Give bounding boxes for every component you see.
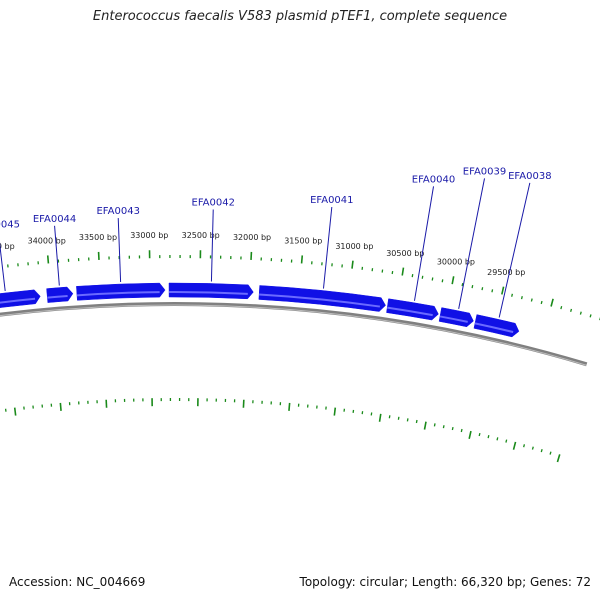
outer-tick-mark <box>441 279 444 283</box>
inner-tick-mark <box>512 441 517 450</box>
gene-arrow-highlight <box>76 291 160 297</box>
sequence-summary: Topology: circular; Length: 66,320 bp; G… <box>299 575 591 589</box>
gene-arrow <box>258 285 386 312</box>
outer-tick-mark <box>471 285 474 289</box>
gene-arrow <box>46 286 74 303</box>
inner-tick-mark <box>549 451 552 455</box>
gene-label-leader <box>413 186 435 301</box>
tick-label: 34500 bp <box>0 242 15 251</box>
tick-label: 32000 bp <box>233 233 271 242</box>
outer-tick-mark <box>300 255 304 264</box>
gene-arrow-highlight <box>387 306 433 317</box>
outer-tick-mark <box>351 260 354 269</box>
outer-tick-mark <box>491 289 494 293</box>
backbone-arc <box>0 302 588 367</box>
gene-label: EFA0040 <box>412 174 455 185</box>
gene-arrow <box>0 289 41 308</box>
inner-tick-mark <box>13 407 17 416</box>
gene-label: EFA0039 <box>463 166 506 177</box>
gene-arrow <box>473 314 520 338</box>
outer-tick-mark <box>530 298 533 302</box>
tick-label: 30500 bp <box>386 249 424 258</box>
inner-tick-mark <box>468 430 472 440</box>
gene-label: EFA0044 <box>33 214 76 225</box>
outer-tick-mark <box>46 255 50 264</box>
outer-tick-mark <box>560 306 563 310</box>
inner-tick-mark <box>415 419 418 424</box>
inner-tick-mark <box>423 421 427 430</box>
outer-tick-mark <box>461 283 464 287</box>
outer-tick-mark <box>579 311 582 315</box>
inner-tick-mark <box>505 439 508 443</box>
outer-tick-mark <box>520 296 523 300</box>
inner-tick-mark <box>540 449 543 453</box>
gene-label-leader <box>458 178 486 309</box>
plasmid-backbone <box>0 302 588 367</box>
gene-arrow-highlight <box>474 322 514 334</box>
tick-label: 34000 bp <box>28 236 66 245</box>
tick-label: 33500 bp <box>79 233 117 242</box>
inner-tick-mark <box>442 425 445 429</box>
tick-label: 31000 bp <box>335 242 373 251</box>
inner-tick-mark <box>378 413 382 422</box>
tick-label: 32500 bp <box>182 231 220 240</box>
inner-tick-mark <box>460 428 463 433</box>
gene-label-leader <box>0 242 6 291</box>
gene-label-leader <box>54 225 60 286</box>
inner-tick-mark <box>531 446 534 450</box>
outer-tick-mark <box>431 277 434 281</box>
outer-tick-mark <box>481 287 484 291</box>
outer-tick-mark <box>550 298 554 307</box>
tick-label: 33000 bp <box>130 231 168 240</box>
inner-tick-mark <box>288 402 291 411</box>
outer-tick-mark <box>570 308 573 312</box>
outer-tick-mark <box>451 276 455 285</box>
gene-label: EFA0038 <box>508 171 551 182</box>
tick-label: 29500 bp <box>487 268 525 277</box>
gene-arrow <box>168 282 254 300</box>
inner-tick-mark <box>433 423 436 427</box>
gene-arrow-highlight <box>259 293 381 308</box>
inner-tick-mark <box>451 426 454 431</box>
inner-tick-mark <box>59 402 62 411</box>
outer-tick-mark <box>511 293 514 297</box>
gene-label: EFA0042 <box>192 197 235 208</box>
gene-track <box>0 282 520 338</box>
gene-arrow <box>76 282 166 301</box>
gene-label: EFA0041 <box>310 195 353 206</box>
outer-tick-ring: 29500 bp 30000 bp 30500 bp 31000 bp 31500 bp… <box>0 231 600 321</box>
outer-tick-mark <box>401 267 405 276</box>
gene-label: EFA0043 <box>96 206 139 217</box>
outer-tick-mark <box>421 275 424 279</box>
outer-tick-mark <box>540 300 543 305</box>
inner-tick-ring <box>4 398 561 463</box>
outer-tick-mark <box>501 286 505 295</box>
gene-label-leader <box>322 206 333 289</box>
gene-label-leader <box>117 218 122 283</box>
inner-tick-mark <box>523 444 526 448</box>
tick-label: 30000 bp <box>437 258 475 267</box>
gene-arrow-highlight <box>439 315 468 323</box>
outer-tick-mark <box>589 314 592 318</box>
gene-label-leader <box>210 209 214 282</box>
gene-arrow-highlight <box>169 291 248 295</box>
inner-tick-mark <box>333 407 337 416</box>
inner-tick-mark <box>478 432 481 437</box>
gene-arrow-highlight <box>0 297 36 304</box>
tick-label: 31500 bp <box>284 236 322 245</box>
gene-label-leader <box>498 182 531 318</box>
accession-text: Accession: NC_004669 <box>9 575 146 589</box>
inner-tick-mark <box>487 435 490 439</box>
map-title: Enterococcus faecalis V583 plasmid pTEF1… <box>92 9 508 24</box>
inner-tick-mark <box>397 416 400 420</box>
inner-tick-mark <box>556 454 561 463</box>
gene-arrow-highlight <box>47 294 68 299</box>
backbone-highlight <box>0 304 587 366</box>
gene-label: EFA0045 <box>0 219 20 230</box>
inner-tick-mark <box>406 418 409 422</box>
inner-tick-mark <box>496 437 499 441</box>
